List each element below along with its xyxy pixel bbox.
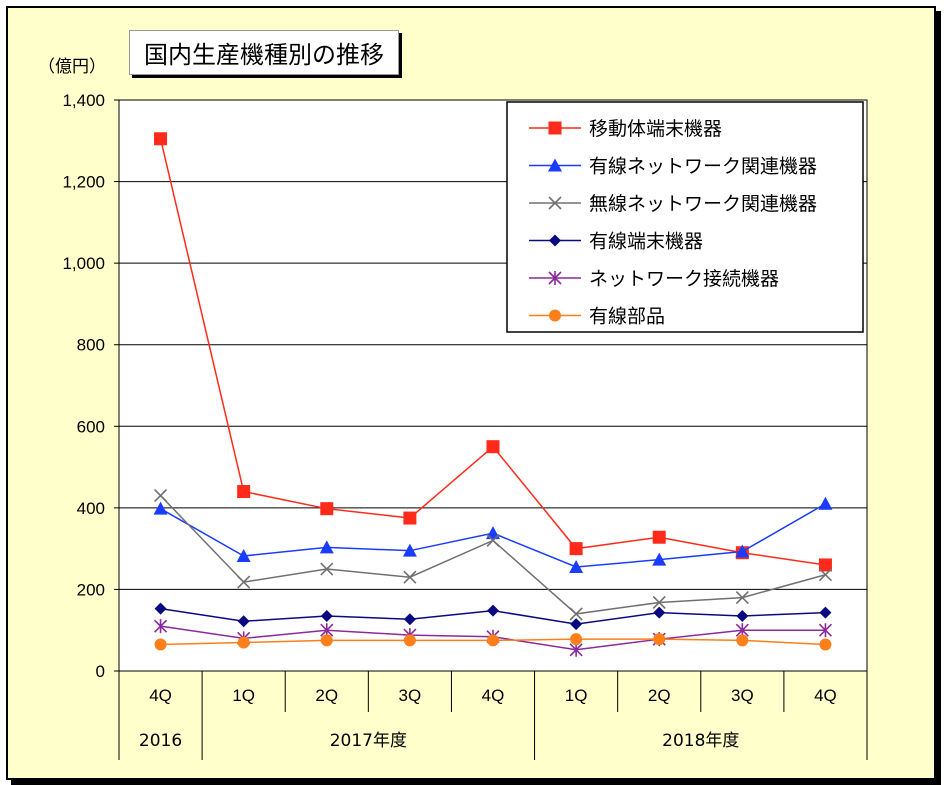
data-point bbox=[818, 568, 833, 582]
data-point bbox=[819, 638, 832, 651]
legend-label: 移動体端末機器 bbox=[589, 118, 722, 140]
data-point bbox=[735, 591, 749, 605]
legend-marker bbox=[548, 158, 562, 172]
y-tick-label: 800 bbox=[77, 336, 105, 355]
legend-marker bbox=[548, 121, 562, 135]
data-point bbox=[653, 633, 666, 646]
legend-marker bbox=[548, 271, 562, 285]
y-tick-label: 600 bbox=[77, 417, 105, 436]
group-label: 2016 bbox=[139, 731, 182, 751]
y-tick-label: 1,400 bbox=[62, 91, 105, 110]
data-point bbox=[652, 530, 666, 544]
data-point bbox=[237, 636, 250, 649]
legend-marker bbox=[549, 234, 561, 247]
x-tick-label: 2Q bbox=[315, 686, 338, 705]
data-point bbox=[652, 552, 667, 566]
data-point bbox=[237, 575, 251, 589]
data-point bbox=[487, 604, 499, 617]
data-point bbox=[403, 634, 416, 647]
data-point bbox=[320, 562, 334, 576]
x-tick-label: 3Q bbox=[731, 686, 754, 705]
data-point bbox=[320, 502, 334, 516]
legend-marker bbox=[549, 309, 561, 322]
x-tick-label: 4Q bbox=[149, 686, 172, 705]
data-point bbox=[236, 548, 251, 562]
line-chart: 0 200 400 600 800 1,000 1,200 1,400 4Q 1Q 2Q 3Q 4Q 1Q… bbox=[62, 91, 868, 760]
legend-label: ネットワーク接続機器 bbox=[589, 268, 779, 290]
data-point bbox=[154, 638, 167, 651]
chart-title: 国内生産機種別の推移 bbox=[129, 30, 399, 75]
x-tick-label: 4Q bbox=[482, 686, 505, 705]
data-point bbox=[819, 606, 832, 619]
data-point bbox=[652, 595, 666, 610]
data-point bbox=[818, 496, 833, 510]
data-point bbox=[153, 501, 168, 515]
data-point bbox=[486, 440, 500, 454]
x-tick-label: 1Q bbox=[565, 686, 588, 705]
x-tick-label: 3Q bbox=[399, 686, 422, 705]
data-point bbox=[569, 559, 584, 573]
y-tick-label: 0 bbox=[96, 662, 105, 681]
data-point bbox=[153, 489, 168, 503]
data-point bbox=[569, 542, 583, 556]
data-point bbox=[570, 618, 583, 631]
data-point bbox=[736, 634, 749, 647]
data-point bbox=[320, 609, 333, 622]
data-point bbox=[237, 485, 251, 499]
y-tick-label: 1,200 bbox=[62, 173, 105, 192]
legend-label: 有線ネットワーク関連機器 bbox=[589, 156, 817, 178]
legend-marker bbox=[548, 196, 562, 210]
data-point bbox=[153, 619, 168, 634]
data-point bbox=[319, 540, 334, 554]
data-point bbox=[818, 623, 833, 638]
data-point bbox=[486, 533, 500, 548]
data-point bbox=[237, 615, 250, 628]
data-point bbox=[403, 570, 417, 584]
data-point bbox=[487, 634, 499, 647]
x-tick-label: 1Q bbox=[232, 686, 255, 705]
data-point bbox=[736, 609, 749, 622]
y-tick-label: 1,000 bbox=[62, 254, 105, 273]
group-label: 2017年度 bbox=[330, 731, 407, 751]
data-point bbox=[402, 543, 417, 557]
data-point bbox=[403, 613, 416, 626]
group-label: 2018年度 bbox=[662, 731, 739, 751]
data-point bbox=[403, 511, 417, 525]
data-point bbox=[154, 602, 167, 615]
legend-label: 無線ネットワーク関連機器 bbox=[589, 193, 817, 215]
y-tick-label: 200 bbox=[77, 580, 105, 599]
data-point bbox=[320, 634, 333, 647]
data-point bbox=[154, 132, 168, 146]
data-point bbox=[569, 607, 583, 621]
y-tick-label: 400 bbox=[77, 499, 105, 518]
legend bbox=[506, 101, 864, 333]
x-tick-label: 2Q bbox=[648, 686, 671, 705]
data-point bbox=[570, 633, 583, 646]
chart-frame: （億円） 国内生産機種別の推移 0 200 400 600 800 1,000 1,200 1… bbox=[6, 6, 936, 780]
x-tick-label: 4Q bbox=[814, 686, 837, 705]
legend-label: 有線部品 bbox=[589, 306, 665, 328]
data-point bbox=[818, 558, 832, 572]
y-unit-label: （億円） bbox=[38, 57, 106, 77]
data-point bbox=[653, 606, 666, 619]
data-point bbox=[735, 544, 750, 558]
legend-label: 有線端末機器 bbox=[589, 231, 703, 253]
